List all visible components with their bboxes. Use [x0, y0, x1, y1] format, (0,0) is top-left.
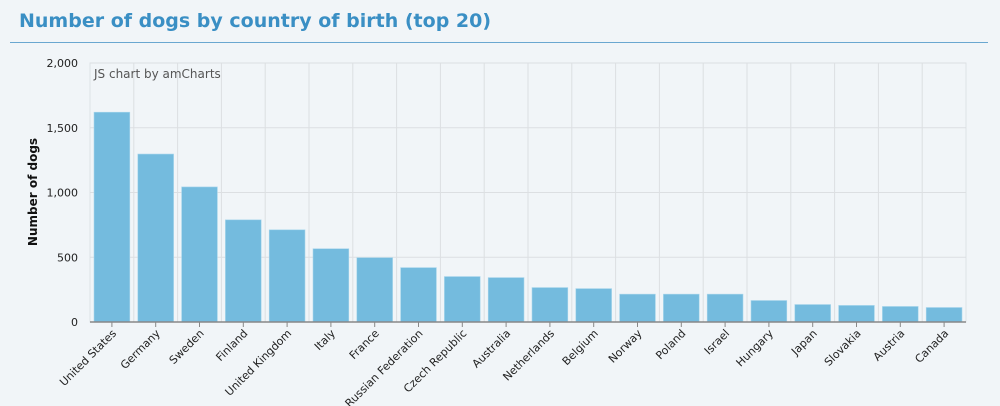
bar-belgium	[575, 288, 612, 323]
x-tick-label: Hungary	[734, 327, 777, 370]
x-tick-label: France	[347, 327, 382, 362]
bar-canada	[925, 307, 963, 323]
x-tick-label: Belgium	[560, 327, 601, 368]
bar-finland	[225, 219, 262, 323]
x-tick-label: Sweden	[167, 327, 207, 367]
x-tick-label: Canada	[912, 327, 951, 366]
bar-hungary	[750, 300, 788, 323]
x-tick-label: Italy	[312, 327, 338, 353]
chart-credit[interactable]: JS chart by amCharts	[93, 67, 221, 81]
y-tick-label: 1,500	[47, 122, 79, 135]
x-tick-label: Slovakia	[822, 327, 864, 369]
y-tick-label: 2,000	[47, 57, 79, 70]
y-tick-label: 0	[71, 316, 78, 329]
bar-austria	[882, 306, 919, 323]
x-tick-label: United States	[57, 327, 119, 389]
bar-united-states	[93, 111, 131, 323]
bar-norway	[619, 293, 656, 323]
bar-australia	[487, 277, 525, 323]
title-divider	[10, 42, 988, 43]
bar-poland	[663, 293, 700, 323]
x-tick-label: Austria	[871, 327, 908, 364]
y-tick-label: 1,000	[47, 187, 79, 200]
bar-united-kingdom	[268, 229, 306, 323]
bar-israel	[706, 293, 744, 323]
x-tick-label: Japan	[788, 327, 820, 359]
bar-slovakia	[838, 305, 875, 323]
y-tick-label: 500	[57, 251, 78, 264]
bar-czech-republic	[444, 276, 481, 323]
bar-sweden	[181, 186, 218, 323]
bar-russian-federation	[400, 267, 437, 323]
x-tick-label: Poland	[653, 327, 688, 362]
x-tick-label: Germany	[118, 327, 163, 372]
y-axis-label: Number of dogs	[26, 138, 40, 246]
bar-germany	[137, 153, 174, 323]
x-tick-label: Finland	[213, 327, 250, 364]
x-tick-label: Australia	[470, 327, 514, 371]
bar-japan	[794, 304, 831, 323]
x-tick-label: Russian Federation	[343, 327, 426, 406]
bar-france	[356, 257, 393, 323]
bar-netherlands	[531, 287, 569, 323]
x-tick-label: Norway	[606, 327, 645, 366]
bar-italy	[312, 248, 350, 323]
x-tick-label: Israel	[702, 327, 732, 357]
page-title: Number of dogs by country of birth (top …	[19, 10, 492, 32]
